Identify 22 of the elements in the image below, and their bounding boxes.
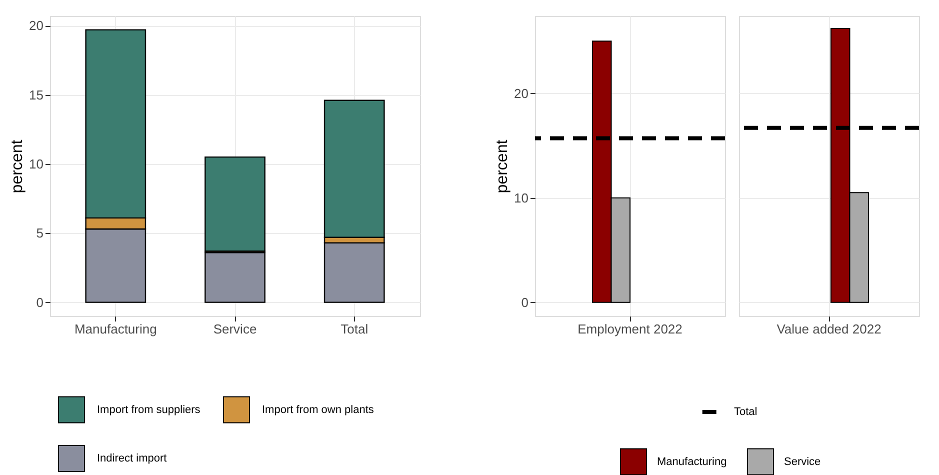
x-tick-label: Value added 2022 <box>776 322 882 336</box>
legend-label: Service <box>784 456 821 468</box>
y-tick-label: 5 <box>36 226 44 241</box>
y-tick-label: 20 <box>514 86 528 101</box>
y-tick-label: 10 <box>514 190 528 206</box>
legend-label: Indirect import <box>97 452 167 464</box>
legend-label: Total <box>734 406 758 418</box>
y-tick-label: 0 <box>521 294 528 310</box>
x-tick-label: Service <box>213 322 257 336</box>
y-tick-label: 15 <box>29 87 44 102</box>
legend-label: Manufacturing <box>657 456 727 468</box>
x-tick-label: Employment 2022 <box>578 322 682 336</box>
y-axis-title: percent <box>494 139 512 194</box>
y-tick-label: 10 <box>29 156 44 172</box>
legend-label: Import from suppliers <box>97 404 201 416</box>
y-tick-label: 20 <box>29 18 44 34</box>
legend-label: Import from own plants <box>262 404 374 416</box>
x-tick-label: Manufacturing <box>74 322 157 336</box>
bar <box>324 242 385 303</box>
x-tick-label: Total <box>340 322 368 336</box>
y-axis-title: percent <box>9 139 26 194</box>
y-tick-label: 0 <box>36 294 44 310</box>
